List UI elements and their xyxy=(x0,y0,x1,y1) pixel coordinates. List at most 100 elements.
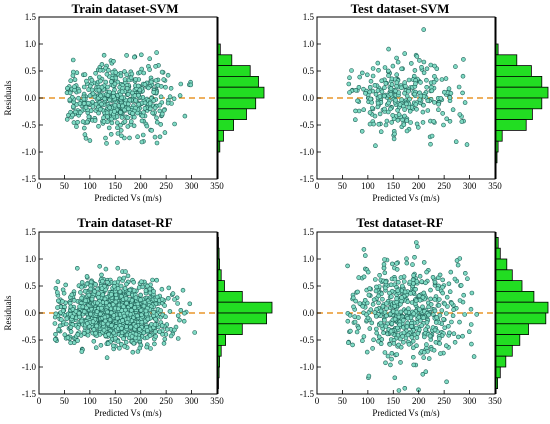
data-point xyxy=(105,341,111,346)
data-point xyxy=(386,73,391,78)
data-point xyxy=(420,294,426,300)
data-point xyxy=(129,297,135,303)
data-point xyxy=(394,72,400,77)
data-point xyxy=(367,121,373,127)
data-point xyxy=(361,334,367,339)
y-tick-label: -1.0 xyxy=(300,147,315,157)
data-point xyxy=(353,88,359,93)
data-point xyxy=(100,278,105,284)
data-point xyxy=(420,120,426,125)
data-point xyxy=(163,84,168,90)
y-tick-label: 0.0 xyxy=(25,308,37,318)
scatter-points xyxy=(64,50,194,146)
data-point xyxy=(377,111,383,117)
data-point xyxy=(381,265,387,271)
x-tick-label: 150 xyxy=(387,181,401,191)
data-point xyxy=(168,86,174,91)
data-point xyxy=(82,72,88,77)
data-point xyxy=(139,66,144,72)
data-point xyxy=(93,330,98,336)
data-point xyxy=(402,385,408,391)
data-point xyxy=(421,315,426,321)
data-point xyxy=(396,112,402,117)
data-point xyxy=(105,84,110,90)
data-point xyxy=(432,327,438,333)
data-point xyxy=(368,307,374,313)
y-axis-label: Residuals xyxy=(3,80,13,115)
data-point xyxy=(438,96,444,101)
data-point xyxy=(154,119,160,125)
data-point xyxy=(115,265,121,271)
data-point xyxy=(96,74,102,80)
data-point xyxy=(453,139,459,144)
data-point xyxy=(82,132,88,137)
data-point xyxy=(378,129,384,134)
data-point xyxy=(414,107,419,112)
data-point xyxy=(418,93,424,99)
x-tick-label: 50 xyxy=(338,396,348,406)
y-tick-label: -1.0 xyxy=(22,362,37,372)
histogram-bar xyxy=(217,97,257,110)
data-point xyxy=(379,78,385,84)
data-point xyxy=(118,122,123,128)
histogram-bar xyxy=(495,236,499,249)
data-point xyxy=(395,325,400,331)
data-point xyxy=(101,327,107,333)
data-point xyxy=(101,119,107,124)
data-point xyxy=(396,388,402,393)
data-point xyxy=(133,323,139,329)
data-point xyxy=(70,104,76,109)
data-point xyxy=(131,279,136,285)
data-point xyxy=(119,325,124,331)
data-point xyxy=(383,360,388,366)
data-point xyxy=(107,97,112,103)
data-point xyxy=(353,298,359,304)
data-point xyxy=(350,295,356,301)
data-point xyxy=(457,112,463,117)
data-point xyxy=(436,107,441,112)
data-point xyxy=(384,118,390,124)
data-point xyxy=(354,329,360,335)
data-point xyxy=(135,349,141,354)
data-point xyxy=(426,312,431,318)
data-point xyxy=(411,273,416,278)
histogram-bar xyxy=(217,366,220,379)
data-point xyxy=(122,69,127,74)
y-tick-label: 0.0 xyxy=(303,308,315,318)
y-tick-label: -1.5 xyxy=(22,389,37,399)
data-point xyxy=(404,324,410,330)
data-point xyxy=(404,260,410,266)
x-tick-label: 350 xyxy=(210,181,224,191)
data-point xyxy=(96,294,101,300)
data-point xyxy=(429,88,435,94)
data-point xyxy=(390,63,396,69)
data-point xyxy=(138,307,144,313)
data-point xyxy=(86,292,92,298)
data-point xyxy=(54,290,60,295)
histogram-bar xyxy=(495,258,508,271)
data-point xyxy=(447,330,452,336)
data-point xyxy=(139,312,144,318)
data-point xyxy=(409,334,415,340)
data-point xyxy=(115,286,121,291)
data-point xyxy=(374,284,379,290)
data-point xyxy=(75,325,81,330)
data-point xyxy=(360,338,365,344)
data-point xyxy=(437,341,443,346)
data-point xyxy=(361,274,367,280)
chart-title: Train dataset-RF xyxy=(77,215,173,230)
data-point xyxy=(159,323,165,328)
data-point xyxy=(447,119,453,124)
data-point xyxy=(369,320,375,326)
data-point xyxy=(93,282,98,287)
data-point xyxy=(378,320,384,326)
data-point xyxy=(382,257,387,262)
data-point xyxy=(455,334,461,340)
data-point xyxy=(115,120,120,125)
data-point xyxy=(421,260,427,265)
x-tick-label: 300 xyxy=(185,181,199,191)
x-tick-label: 300 xyxy=(185,396,199,406)
data-point xyxy=(68,324,74,330)
data-point xyxy=(130,90,135,96)
data-point xyxy=(93,71,98,76)
